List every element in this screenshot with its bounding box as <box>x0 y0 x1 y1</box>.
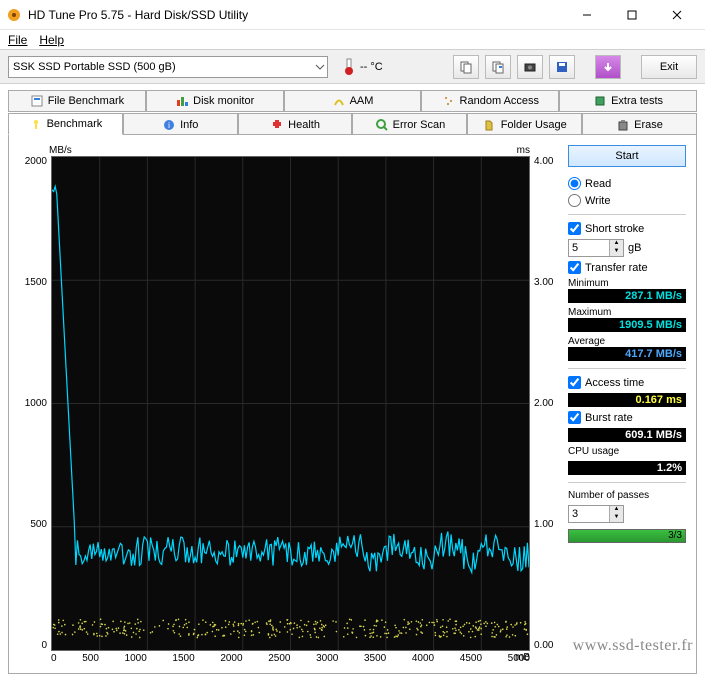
menubar: File Help <box>0 30 705 50</box>
chevron-down-icon <box>315 62 325 72</box>
device-label: SSK SSD Portable SSD (500 gB) <box>13 61 176 73</box>
passes-input[interactable]: 3▲▼ <box>568 505 686 523</box>
max-value: 1909.5 MB/s <box>568 318 686 332</box>
thermometer-icon <box>342 58 356 76</box>
copy-button[interactable] <box>453 55 479 79</box>
short-stroke-check[interactable]: Short stroke <box>568 222 686 235</box>
cpu-label: CPU usage <box>568 446 686 457</box>
yleft-unit: MB/s <box>49 145 72 156</box>
maximize-button[interactable] <box>609 1 654 29</box>
tab-aam[interactable]: AAM <box>284 90 422 112</box>
min-value: 287.1 MB/s <box>568 289 686 303</box>
transfer-rate-check[interactable]: Transfer rate <box>568 261 686 274</box>
tab-info[interactable]: iInfo <box>123 113 238 135</box>
passes-label: Number of passes <box>568 490 686 501</box>
chart-pane: MB/s ms 2000150010005000 4.003.002.001.0… <box>19 145 560 663</box>
screenshot-button[interactable] <box>517 55 543 79</box>
titlebar: HD Tune Pro 5.75 - Hard Disk/SSD Utility <box>0 0 705 30</box>
min-label: Minimum <box>568 278 686 289</box>
device-select[interactable]: SSK SSD Portable SSD (500 gB) <box>8 56 328 78</box>
yleft-labels: 2000150010005000 <box>19 156 51 651</box>
tab-folder-usage[interactable]: Folder Usage <box>467 113 582 135</box>
tab-disk-monitor[interactable]: Disk monitor <box>146 90 284 112</box>
burst-rate-check[interactable]: Burst rate <box>568 411 686 424</box>
tab-health[interactable]: Health <box>238 113 353 135</box>
tab-erase[interactable]: Erase <box>582 113 697 135</box>
access-time-value: 0.167 ms <box>568 393 686 407</box>
minimize-button[interactable] <box>564 1 609 29</box>
tab-benchmark[interactable]: Benchmark <box>8 113 123 135</box>
toolbar: SSK SSD Portable SSD (500 gB) -- °C Exit <box>0 50 705 84</box>
watermark: www.ssd-tester.fr <box>573 637 693 655</box>
tab-extra-tests[interactable]: Extra tests <box>559 90 697 112</box>
side-panel: Start Read Write Short stroke 5▲▼ gB Tra… <box>568 145 686 663</box>
access-time-check[interactable]: Access time <box>568 376 686 389</box>
burst-rate-value: 609.1 MB/s <box>568 428 686 442</box>
menu-file[interactable]: File <box>8 33 27 47</box>
tab-random-access[interactable]: Random Access <box>421 90 559 112</box>
cpu-value: 1.2% <box>568 461 686 475</box>
close-button[interactable] <box>654 1 699 29</box>
window-title: HD Tune Pro 5.75 - Hard Disk/SSD Utility <box>28 8 564 22</box>
copy-info-button[interactable] <box>485 55 511 79</box>
content-pane: MB/s ms 2000150010005000 4.003.002.001.0… <box>8 134 697 674</box>
app-icon <box>6 7 22 23</box>
x-unit: mB <box>19 652 530 663</box>
start-button[interactable]: Start <box>568 145 686 167</box>
save-button[interactable] <box>549 55 575 79</box>
tab-area: File BenchmarkDisk monitorAAMRandom Acce… <box>0 84 705 134</box>
tab-file-benchmark[interactable]: File Benchmark <box>8 90 146 112</box>
exit-button[interactable]: Exit <box>641 55 697 79</box>
menu-help[interactable]: Help <box>39 33 64 47</box>
benchmark-plot <box>51 156 530 651</box>
options-button[interactable] <box>595 55 621 79</box>
tab-error-scan[interactable]: Error Scan <box>352 113 467 135</box>
pass-progress: 3/3 <box>568 529 686 543</box>
yright-labels: 4.003.002.001.000.00 <box>530 156 560 651</box>
avg-label: Average <box>568 336 686 347</box>
short-stroke-input[interactable]: 5▲▼ gB <box>568 239 686 257</box>
svg-text:i: i <box>168 121 170 130</box>
temperature: -- °C <box>342 58 383 76</box>
read-radio[interactable]: Read <box>568 177 686 190</box>
write-radio[interactable]: Write <box>568 194 686 207</box>
max-label: Maximum <box>568 307 686 318</box>
avg-value: 417.7 MB/s <box>568 347 686 361</box>
yright-unit: ms <box>517 145 530 156</box>
